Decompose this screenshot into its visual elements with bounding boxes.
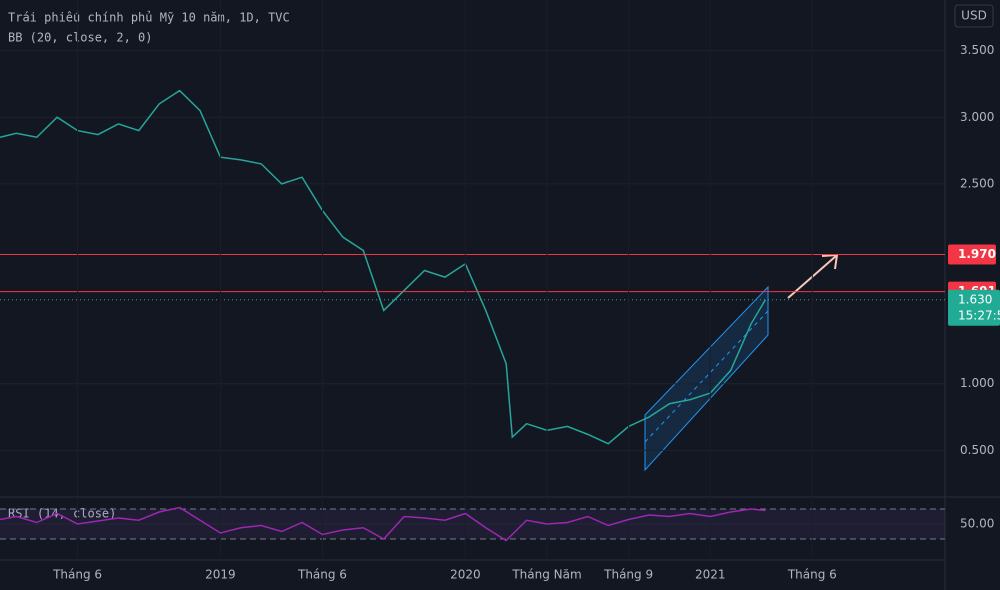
x-tick-label: 2019: [205, 568, 236, 582]
rsi-label: RSI (14, close): [8, 507, 116, 521]
y-tick-label: 0.500: [960, 443, 994, 457]
indicator-label: BB (20, close, 2, 0): [8, 31, 153, 45]
x-tick-label: Tháng 6: [52, 568, 102, 582]
currency[interactable]: USD: [961, 9, 987, 23]
x-tick-label: Tháng 6: [297, 568, 347, 582]
current-price-box: [948, 289, 1000, 326]
price-line: [0, 89, 767, 445]
level-label: 1.970: [958, 247, 996, 261]
countdown: 15:27:5: [958, 308, 1000, 322]
level-box: [948, 244, 996, 265]
x-tick-label: Tháng 6: [787, 568, 837, 582]
current-price-label: 1.630: [958, 292, 992, 306]
x-tick-label: 2020: [450, 568, 481, 582]
x-tick-label: 2021: [695, 568, 726, 582]
chart-title: Trái phiếu chính phủ Mỹ 10 năm, 1D, TVC: [8, 11, 290, 25]
y-tick-label: 50.00: [960, 517, 994, 531]
rsi-band-fill: [0, 509, 945, 539]
x-tick-label: Tháng 9: [603, 568, 653, 582]
y-tick-label: 3.000: [960, 110, 994, 124]
x-tick-label: Tháng Năm: [511, 568, 581, 582]
currency-box[interactable]: [954, 4, 994, 28]
trend-channel[interactable]: [644, 285, 769, 472]
y-tick-label: 1.000: [960, 376, 994, 390]
channel-midline: [644, 310, 769, 443]
y-tick-label: 2.500: [960, 176, 994, 190]
rsi-line: [0, 506, 766, 542]
y-tick-label: 3.500: [960, 43, 994, 57]
